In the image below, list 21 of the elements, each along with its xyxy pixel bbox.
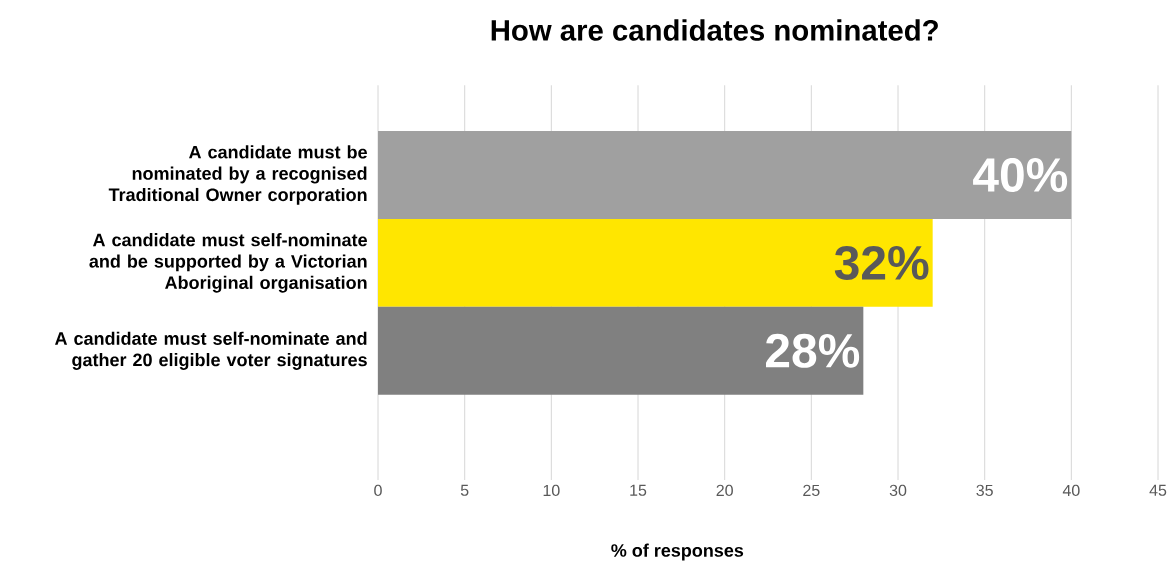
x-tick-label: 0: [374, 484, 382, 497]
data-label: 40%: [973, 158, 1068, 192]
x-tick-label: 40: [1062, 484, 1080, 497]
x-tick-label: 10: [543, 484, 560, 497]
data-label: 28%: [766, 333, 860, 368]
x-tick-label: 20: [716, 484, 733, 497]
x-tick-label: 45: [1149, 484, 1167, 496]
y-tick-label: A candidate must be nominated by a recognised Traditional Owner corporation: [108, 145, 367, 205]
x-tick-label: 5: [460, 484, 469, 496]
x-tick-label: 15: [630, 484, 647, 496]
data-label: 32%: [834, 245, 929, 280]
x-tick-label: 35: [976, 484, 993, 497]
y-tick-label: A candidate must self-nominate and be supported by a Victorian Aboriginal organisation: [89, 233, 367, 293]
x-axis-title: % of responses: [611, 543, 744, 561]
chart-title: How are candidates nominated?: [491, 19, 938, 41]
bar: [378, 218, 933, 307]
bar: [378, 306, 864, 395]
x-tick-label: 25: [803, 484, 820, 497]
y-tick-label: A candidate must self-nominate and gather 20 eligible voter signatures: [54, 331, 367, 370]
x-tick-label: 30: [889, 484, 907, 497]
bar: [378, 131, 1072, 219]
